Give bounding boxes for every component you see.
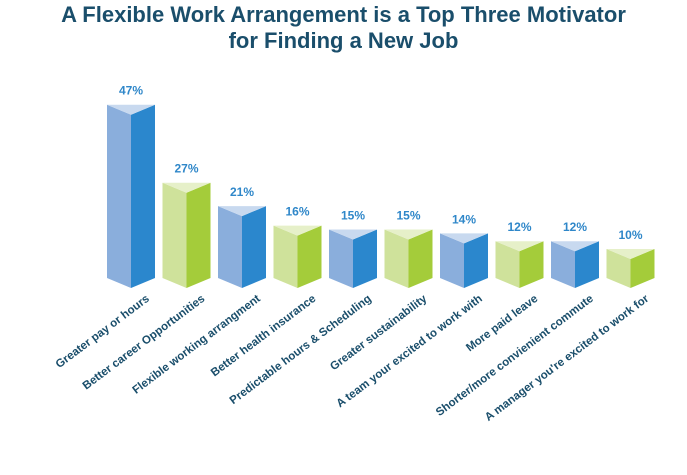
bar-right-face — [408, 229, 433, 288]
bar-7 — [440, 233, 488, 288]
category-label: Greater sustainability — [328, 292, 430, 373]
bar-8 — [495, 241, 544, 288]
bar-1 — [107, 104, 155, 288]
bar-top-face — [495, 241, 544, 252]
value-label: 27% — [174, 162, 198, 176]
value-label: 21% — [230, 185, 254, 199]
bar-right-face — [519, 241, 544, 288]
bar-left-face — [606, 249, 631, 288]
bar-top-face — [162, 182, 211, 193]
value-label: 15% — [396, 209, 420, 223]
bar-right-face — [242, 206, 266, 288]
bar-right-face — [186, 182, 211, 288]
value-label: 47% — [119, 84, 143, 98]
bar-top-face — [218, 206, 266, 217]
bar-6 — [384, 229, 433, 288]
bar-left-face — [384, 229, 409, 288]
bar-5 — [329, 229, 377, 288]
chart-title: A Flexible Work Arrangement is a Top Thr… — [0, 2, 687, 54]
bars-group — [107, 104, 655, 288]
bar-top-face — [329, 229, 377, 240]
bar-left-face — [218, 206, 242, 288]
bar-right-face — [464, 233, 488, 288]
value-label: 12% — [507, 220, 531, 234]
value-label: 10% — [618, 228, 642, 242]
bar-left-face — [107, 104, 131, 288]
chart-title-line-2: for Finding a New Job — [228, 28, 459, 53]
value-labels-group: 47% 27% 21% 16% 15% 15% 14% 12% 12% 10% — [119, 84, 643, 242]
bar-2 — [162, 182, 211, 288]
category-label: Better health insurance — [209, 293, 318, 380]
bar-left-face — [551, 241, 575, 288]
bar-right-face — [297, 225, 322, 288]
bar-top-face — [440, 233, 488, 244]
category-label: Greater pay or hours — [54, 293, 152, 371]
bar-left-face — [273, 225, 298, 288]
bar-top-face — [273, 225, 322, 236]
bar-top-face — [606, 249, 655, 259]
bar-right-face — [630, 249, 655, 288]
bar-right-face — [131, 104, 155, 288]
bar-left-face — [162, 182, 187, 288]
bar-top-face — [107, 104, 155, 115]
bar-3 — [218, 206, 266, 288]
bar-top-face — [551, 241, 599, 252]
bar-10 — [606, 249, 655, 288]
value-label: 16% — [285, 205, 309, 219]
bar-9 — [551, 241, 599, 288]
chart-title-line-1: A Flexible Work Arrangement is a Top Thr… — [61, 2, 626, 27]
bar-right-face — [575, 241, 599, 288]
value-label: 14% — [452, 212, 476, 226]
bar-right-face — [353, 229, 377, 288]
value-label: 15% — [341, 209, 365, 223]
value-label: 12% — [563, 220, 587, 234]
bar-4 — [273, 225, 322, 288]
bar-top-face — [384, 229, 433, 240]
bar-left-face — [440, 233, 464, 288]
bar-left-face — [329, 229, 353, 288]
bar-left-face — [495, 241, 520, 288]
